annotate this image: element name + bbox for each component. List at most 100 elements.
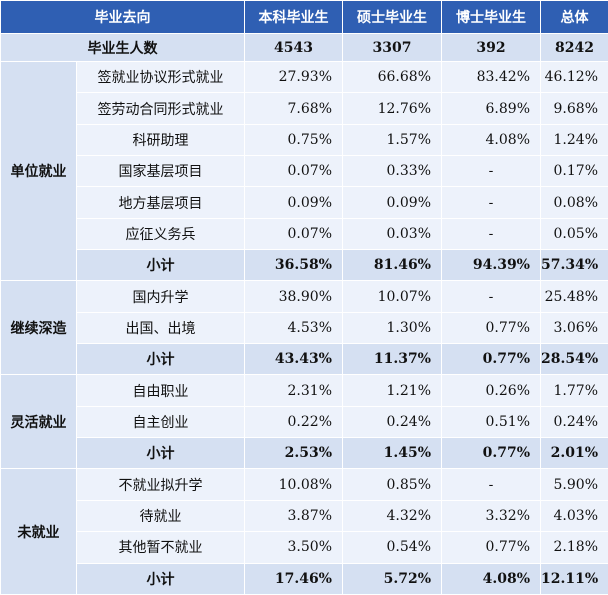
cell-master: 0.54% (342, 531, 442, 564)
graduates-bachelor: 4543 (244, 33, 343, 62)
table-row: 科研助理 0.75% 1.57% 4.08% 1.24% (1, 123, 608, 157)
cell-doctor: 0.77% (441, 311, 541, 345)
row-label: 自主创业 (76, 405, 245, 439)
category-unit-employment: 单位就业 (0, 60, 77, 282)
category-further-study: 继续深造 (0, 280, 77, 376)
cell-total: 0.24% (540, 405, 608, 439)
subtotal-label: 小计 (76, 562, 245, 595)
graduates-master: 3307 (342, 33, 442, 62)
cell-bachelor: 3.87% (244, 499, 343, 533)
cell-total: 0.17% (540, 155, 608, 188)
subtotal-row: 小计 43.43% 11.37% 0.77% 28.54% (1, 343, 608, 376)
table-row: 应征义务兵 0.07% 0.03% - 0.05% (1, 217, 608, 251)
table-row: 灵活就业 自由职业 2.31% 1.21% 0.26% 1.77% (0, 374, 608, 470)
cell-master: 10.07% (342, 280, 442, 313)
cell-master: 0.33% (342, 155, 442, 188)
cell-doctor: 6.89% (441, 92, 541, 125)
subtotal-bachelor: 17.46% (244, 562, 343, 595)
row-label: 科研助理 (76, 123, 245, 157)
subtotal-label: 小计 (76, 437, 245, 470)
subtotal-bachelor: 2.53% (244, 437, 343, 470)
subtotal-total: 2.01% (540, 437, 608, 470)
table-row: 国家基层项目 0.07% 0.33% - 0.17% (1, 155, 608, 188)
cell-doctor: - (441, 280, 541, 313)
subtotal-master: 81.46% (342, 249, 442, 282)
table-row: 出国、出境 4.53% 1.30% 0.77% 3.06% (1, 311, 608, 345)
cell-master: 1.30% (342, 311, 442, 345)
cell-total: 1.24% (540, 123, 608, 157)
subtotal-row: 小计 2.53% 1.45% 0.77% 2.01% (1, 437, 608, 470)
cell-doctor: 83.42% (441, 60, 541, 94)
subtotal-row: 小计 17.46% 5.72% 4.08% 12.11% (1, 562, 608, 595)
row-label: 签就业协议形式就业 (76, 60, 245, 94)
cell-master: 66.68% (342, 60, 442, 94)
subtotal-doctor: 0.77% (441, 437, 541, 470)
cell-total: 46.12% (540, 60, 608, 94)
table-row: 自主创业 0.22% 0.24% 0.51% 0.24% (1, 405, 608, 439)
cell-bachelor: 10.08% (244, 468, 343, 501)
cell-total: 2.18% (540, 531, 608, 564)
cell-master: 0.09% (342, 186, 442, 219)
header-master: 硕士毕业生 (342, 0, 442, 34)
cell-doctor: 0.77% (441, 531, 541, 564)
subtotal-label: 小计 (76, 343, 245, 376)
cell-bachelor: 38.90% (244, 280, 343, 313)
row-label: 自由职业 (76, 374, 245, 407)
row-label: 地方基层项目 (76, 186, 245, 219)
cell-bachelor: 0.75% (244, 123, 343, 157)
cell-bachelor: 0.22% (244, 405, 343, 439)
cell-total: 25.48% (540, 280, 608, 313)
graduates-label: 毕业生人数 (0, 33, 245, 62)
cell-total: 4.03% (540, 499, 608, 533)
cell-bachelor: 0.07% (244, 217, 343, 251)
table-row: 未就业 不就业拟升学 10.08% 0.85% - 5.90% (0, 468, 608, 595)
cell-bachelor: 3.50% (244, 531, 343, 564)
header-total: 总体 (540, 0, 608, 34)
header-row: 毕业去向 本科毕业生 硕士毕业生 博士毕业生 总体 (0, 0, 608, 34)
subtotal-row: 小计 36.58% 81.46% 94.39% 57.34% (1, 249, 608, 282)
cell-master: 0.85% (342, 468, 442, 501)
subtotal-doctor: 0.77% (441, 343, 541, 376)
graduates-row: 毕业生人数 4543 3307 392 8242 (0, 33, 608, 62)
cell-bachelor: 27.93% (244, 60, 343, 94)
cell-master: 0.24% (342, 405, 442, 439)
cell-master: 12.76% (342, 92, 442, 125)
cell-doctor: - (441, 186, 541, 219)
cell-doctor: 3.32% (441, 499, 541, 533)
cell-total: 0.08% (540, 186, 608, 219)
table-row: 继续深造 国内升学 38.90% 10.07% - 25.48% (0, 280, 608, 376)
subtotal-total: 28.54% (540, 343, 608, 376)
row-label: 国家基层项目 (76, 155, 245, 188)
row-label: 签劳动合同形式就业 (76, 92, 245, 125)
category-flexible-employment: 灵活就业 (0, 374, 77, 470)
cell-bachelor: 7.68% (244, 92, 343, 125)
cell-bachelor: 0.09% (244, 186, 343, 219)
cell-doctor: 4.08% (441, 123, 541, 157)
header-bachelor: 本科毕业生 (244, 0, 343, 34)
row-label: 不就业拟升学 (76, 468, 245, 501)
subtotal-bachelor: 43.43% (244, 343, 343, 376)
table-row: 其他暂不就业 3.50% 0.54% 0.77% 2.18% (1, 531, 608, 564)
subtotal-total: 12.11% (540, 562, 608, 595)
header-destination: 毕业去向 (0, 0, 245, 34)
cell-total: 3.06% (540, 311, 608, 345)
row-label: 应征义务兵 (76, 217, 245, 251)
subtotal-master: 5.72% (342, 562, 442, 595)
table-row: 单位就业 签就业协议形式就业 27.93% 66.68% 83.42% 46.1… (0, 60, 608, 282)
cell-master: 1.57% (342, 123, 442, 157)
cell-doctor: 0.26% (441, 374, 541, 407)
cell-doctor: - (441, 468, 541, 501)
row-label: 待就业 (76, 499, 245, 533)
cell-doctor: 0.51% (441, 405, 541, 439)
row-label: 其他暂不就业 (76, 531, 245, 564)
subtotal-master: 11.37% (342, 343, 442, 376)
cell-master: 4.32% (342, 499, 442, 533)
row-label: 国内升学 (76, 280, 245, 313)
graduates-total: 8242 (540, 33, 608, 62)
cell-bachelor: 0.07% (244, 155, 343, 188)
cell-bachelor: 4.53% (244, 311, 343, 345)
table-row: 待就业 3.87% 4.32% 3.32% 4.03% (1, 499, 608, 533)
cell-doctor: - (441, 155, 541, 188)
cell-total: 1.77% (540, 374, 608, 407)
table-row: 地方基层项目 0.09% 0.09% - 0.08% (1, 186, 608, 219)
